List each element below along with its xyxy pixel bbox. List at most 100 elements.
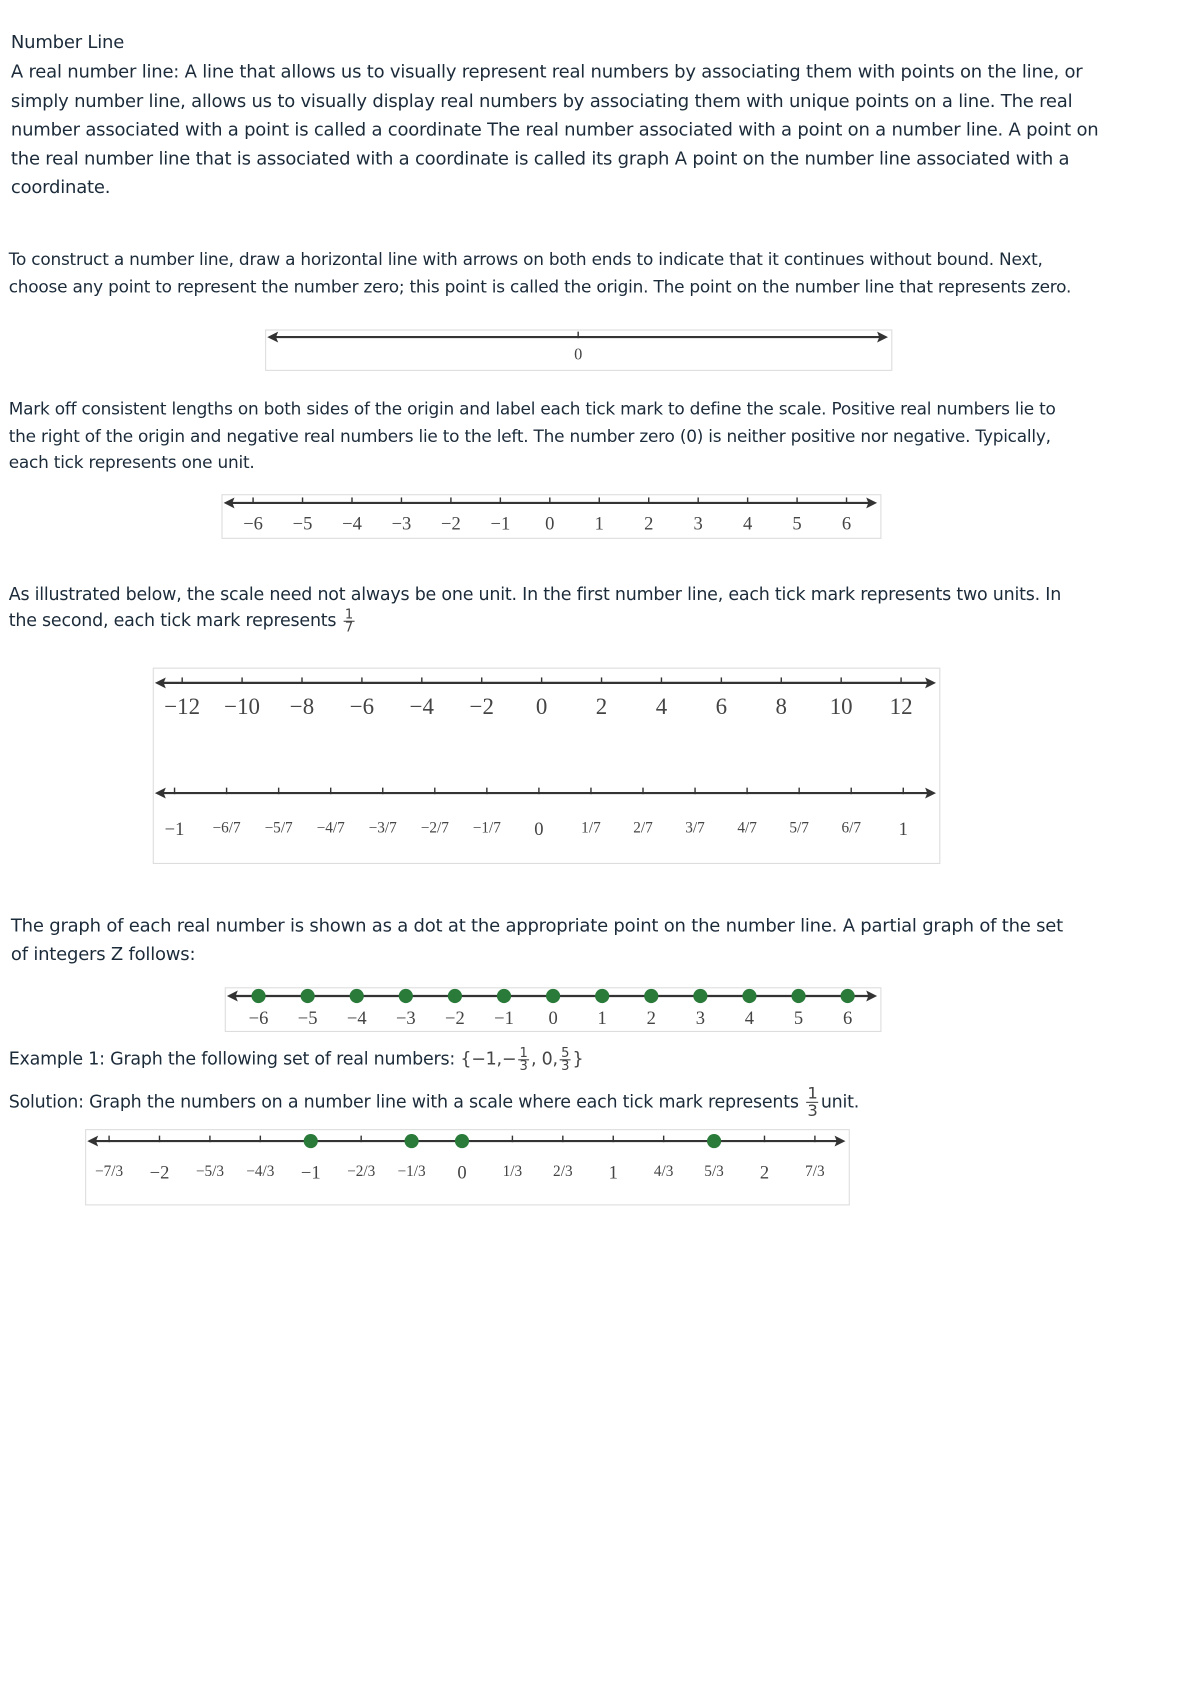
tick-label-fraction: −2/7 [420, 820, 449, 837]
tick-label: 3 [695, 1007, 705, 1029]
tick-label-fraction: 7/3 [805, 1163, 825, 1181]
tick-label: 3 [693, 513, 703, 534]
numerator: 1 [806, 1083, 819, 1103]
set-open: {−1,− [460, 1048, 517, 1070]
tick-label: −5 [292, 513, 313, 534]
markoff-line: the right of the origin and negative rea… [8, 426, 1051, 447]
left-arrow-icon [154, 677, 166, 689]
tick-label: −4 [342, 513, 362, 534]
intro-line: A real number line: A line that allows u… [10, 61, 1083, 82]
tick-label: 0 [574, 346, 583, 364]
denominator: 3 [561, 1058, 570, 1074]
number-line-integer-graph [224, 987, 882, 1032]
tick-label: −4 [409, 693, 434, 720]
graph-dot [644, 988, 659, 1004]
example-line: Example 1: Graph the following set of re… [9, 1045, 584, 1074]
tick-label: 6 [841, 513, 852, 534]
tick-label: −3 [395, 1007, 416, 1029]
left-arrow-icon [267, 331, 279, 343]
tick-label-fraction: −1/7 [472, 820, 501, 837]
tick-label-fraction: 3/7 [685, 820, 705, 837]
tick-label: 6 [842, 1007, 853, 1029]
tick-label: −1 [490, 513, 511, 534]
graph-dot [840, 988, 855, 1004]
right-arrow-icon [877, 331, 888, 343]
tick-label: −6 [349, 693, 375, 720]
tick-label: 5 [793, 1007, 804, 1029]
tick-label: −1 [164, 818, 185, 840]
numerator: 5 [560, 1045, 571, 1061]
tick-label: −2 [445, 1007, 465, 1029]
tick-label: 1 [898, 818, 908, 840]
tick-label: −6 [248, 1007, 269, 1029]
graph-dot [693, 988, 708, 1004]
number-line-example [85, 1129, 850, 1206]
tick-label: −3 [391, 513, 412, 534]
graph-dot [742, 988, 757, 1004]
graph-dot [791, 988, 806, 1004]
tick-label-fraction: 1/7 [581, 820, 601, 837]
tick-label-fraction: 4/7 [737, 820, 757, 837]
tick-label: 0 [548, 1007, 558, 1029]
tick-label: −2 [149, 1162, 170, 1184]
tick-label: 1 [597, 1007, 607, 1029]
scale-line: As illustrated below, the scale need not… [8, 583, 1062, 605]
graph-dot [545, 988, 561, 1004]
tick-label-fraction: 5/3 [704, 1163, 724, 1181]
tick-label: 12 [889, 693, 913, 720]
tick-label: 6 [715, 693, 728, 720]
graph-dot [447, 988, 462, 1004]
set-mid: , 0, [530, 1048, 558, 1070]
tick-label: 2 [759, 1162, 770, 1184]
tick-label: 8 [775, 693, 787, 720]
tick-label: 1 [608, 1162, 618, 1184]
right-arrow-icon [834, 1135, 846, 1147]
left-arrow-icon [87, 1135, 99, 1147]
tick-label: 2 [595, 693, 608, 720]
right-arrow-icon [925, 787, 936, 799]
tick-label-fraction: −7/3 [95, 1163, 124, 1181]
number-line-scale-box [152, 667, 941, 864]
denominator: 3 [807, 1100, 818, 1121]
intro-line: the real number line that is associated … [10, 148, 1070, 170]
tick-label-fraction: −4/3 [246, 1163, 275, 1181]
tick-label-fraction: −5/3 [195, 1163, 224, 1181]
tick-label: −1 [494, 1007, 514, 1029]
construct-line: choose any point to represent the number… [8, 277, 1072, 297]
tick-label-fraction: 2/7 [633, 820, 653, 837]
tick-label: 2 [646, 1007, 656, 1029]
graph-dot [349, 988, 364, 1004]
tick-label: −2 [469, 693, 494, 720]
intro-line: simply number line, allows us to visuall… [10, 90, 1073, 112]
right-arrow-icon [925, 677, 936, 689]
unit-text: unit. [820, 1090, 860, 1112]
numerator: 1 [343, 606, 355, 622]
tick-label: 0 [545, 513, 555, 534]
denominator: 7 [344, 619, 354, 635]
tick-label: −4 [346, 1007, 367, 1029]
number-line-integers [221, 494, 882, 539]
tick-label: 1 [594, 513, 604, 534]
tick-label-fraction: −1/3 [397, 1163, 426, 1181]
page-title: Number Line [10, 31, 125, 53]
tick-label-fraction: 5/7 [789, 820, 809, 837]
solution-text: Solution: Graph the numbers on a number … [8, 1090, 799, 1112]
graph-dot [404, 1133, 419, 1149]
numerator: 1 [518, 1045, 529, 1061]
tick-label-fraction: −2/3 [347, 1163, 376, 1181]
tick-label-fraction: −5/7 [264, 820, 293, 837]
graph-dot [251, 988, 266, 1004]
markoff-line: Mark off consistent lengths on both side… [8, 399, 1056, 419]
tick-label: 5 [792, 513, 802, 534]
graph-line: The graph of each real number is shown a… [10, 915, 1063, 936]
tick-label-fraction: −6/7 [212, 820, 241, 837]
tick-label: 0 [534, 818, 544, 840]
graph-line: of integers Z follows: [10, 943, 196, 965]
